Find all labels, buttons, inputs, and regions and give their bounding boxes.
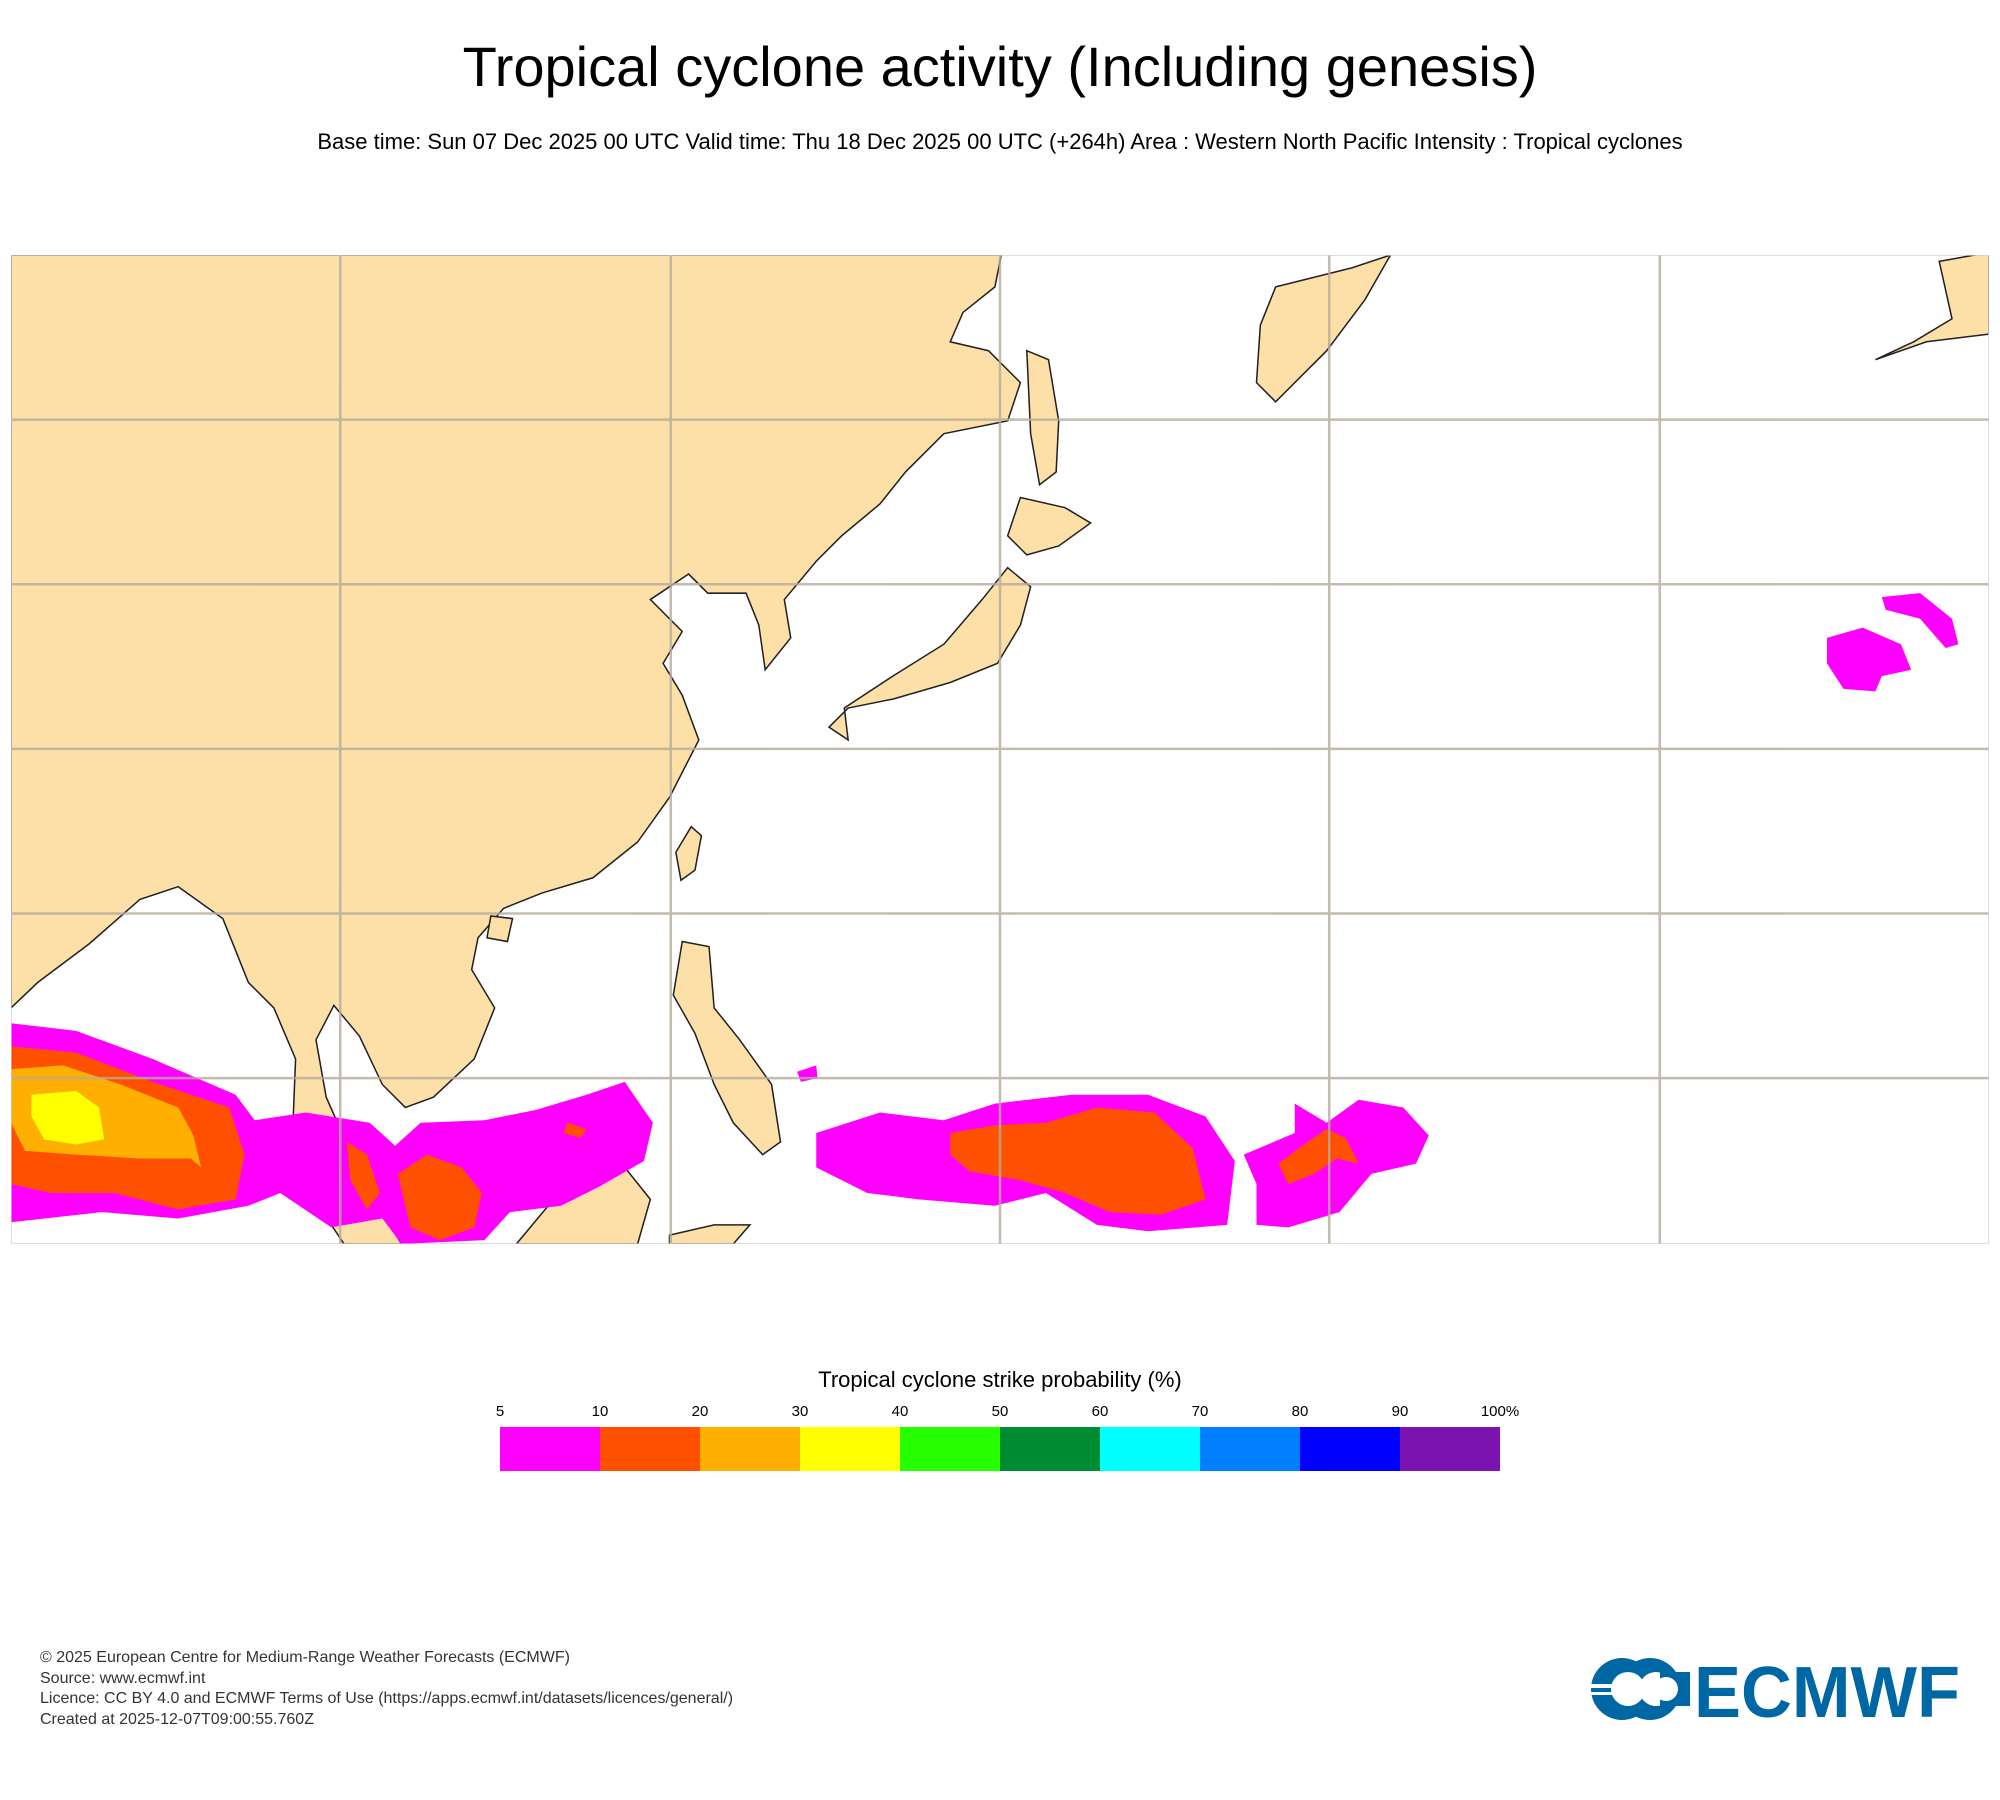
legend-color-bin [1200, 1427, 1300, 1471]
legend-color-bin [700, 1427, 800, 1471]
footer-created: Created at 2025-12-07T09:00:55.760Z [40, 1710, 314, 1728]
land-hokkaido [1006, 496, 1092, 556]
footer-source: Source: www.ecmwf.int [40, 1669, 206, 1687]
legend-tick-label: 50 [991, 1403, 1009, 1420]
contour-20-sw [11, 1065, 202, 1168]
contour-10-borneo [397, 1154, 482, 1241]
legend-tick-label: 100% [1480, 1403, 1520, 1420]
land-taiwan [675, 825, 703, 882]
logo-text: ECMWF [1694, 1655, 1960, 1723]
contour-10-east [1278, 1129, 1359, 1185]
graticule [11, 255, 1989, 1244]
legend-color-bin [800, 1427, 900, 1471]
legend-tick-label: 60 [1091, 1403, 1109, 1420]
land-philippines [672, 940, 782, 1156]
contour-5-northeast-a [1826, 627, 1912, 692]
legend-tick-label: 70 [1191, 1403, 1209, 1420]
legend-color-bin [600, 1427, 700, 1471]
legend-color-bin [1300, 1427, 1400, 1471]
probability-map [11, 255, 1989, 1244]
legend-tick-label: 90 [1391, 1403, 1409, 1420]
legend-color-bin [500, 1427, 600, 1471]
contour-10-central [950, 1107, 1206, 1215]
legend-tick-label: 5 [495, 1403, 505, 1420]
chart-subtitle: Base time: Sun 07 Dec 2025 00 UTC Valid … [317, 129, 1683, 154]
land-kamchatka [1255, 255, 1392, 403]
ecmwf-logo: ECMWF [1590, 1655, 1960, 1723]
legend-color-bin [1400, 1427, 1500, 1471]
legend-color-bin [900, 1427, 1000, 1471]
legend-tick-label: 20 [691, 1403, 709, 1420]
legend-tick-label: 40 [891, 1403, 909, 1420]
contour-5-east [1243, 1099, 1429, 1228]
land-hainan [486, 915, 514, 943]
legend-color-bin [1100, 1427, 1200, 1471]
contour-10-mid-b [563, 1122, 587, 1139]
legend-color-bin [1000, 1427, 1100, 1471]
land-sakhalin [1025, 349, 1060, 487]
contour-30-sw [31, 1090, 105, 1145]
legend-tick-label: 30 [791, 1403, 809, 1420]
footer-copyright: © 2025 European Centre for Medium-Range … [40, 1649, 570, 1666]
legend-tick-labels: 5 10 20 30 40 50 60 70 80 90 100% [496, 1403, 1519, 1423]
legend-title: Tropical cyclone strike probability (%) [818, 1367, 1182, 1392]
chart-title: Tropical cyclone activity (Including gen… [462, 35, 1538, 98]
legend-tick-label: 10 [591, 1403, 609, 1420]
legend-colorbar [500, 1427, 1500, 1471]
footer-licence: Licence: CC BY 4.0 and ECMWF Terms of Us… [40, 1690, 734, 1707]
contour-5-northeast-b [1881, 593, 1959, 649]
legend-tick-label: 80 [1291, 1403, 1309, 1420]
land-alaska [1875, 255, 1989, 361]
land-japan [827, 566, 1032, 742]
contour-10-mid-a [346, 1141, 380, 1210]
probability-contours [11, 593, 1959, 1244]
footer: © 2025 European Centre for Medium-Range … [40, 1648, 733, 1730]
